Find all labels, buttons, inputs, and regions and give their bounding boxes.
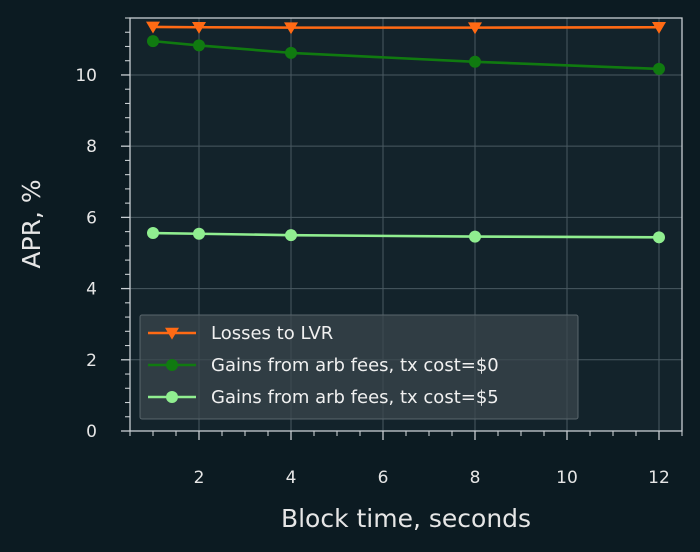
legend-entry-label: Gains from arb fees, tx cost=$0 bbox=[211, 355, 499, 376]
data-point bbox=[147, 35, 159, 48]
data-point bbox=[468, 22, 482, 35]
y-tick-label: 8 bbox=[86, 137, 97, 157]
x-tick-label: 4 bbox=[286, 468, 297, 488]
y-axis: 0 2 4 6 8 10 bbox=[75, 17, 130, 442]
y-tick-label: 2 bbox=[86, 351, 97, 371]
y-axis-title: APR, % bbox=[17, 179, 46, 268]
legend-swatch-marker bbox=[166, 359, 178, 371]
data-point bbox=[653, 231, 665, 244]
x-tick-label: 6 bbox=[378, 468, 389, 488]
x-tick-label: 10 bbox=[556, 468, 578, 488]
series-line-0 bbox=[152, 25, 660, 29]
data-point bbox=[469, 55, 481, 68]
data-point bbox=[192, 22, 206, 34]
data-point bbox=[469, 230, 481, 243]
data-point bbox=[193, 39, 205, 52]
data-point bbox=[146, 21, 160, 34]
series-group bbox=[146, 21, 666, 244]
y-tick-label: 4 bbox=[86, 280, 97, 300]
legend-entry-label: Losses to LVR bbox=[211, 323, 333, 344]
y-tick-label: 6 bbox=[86, 208, 97, 228]
data-point bbox=[193, 227, 205, 240]
x-tick-label: 12 bbox=[648, 468, 670, 488]
legend-entry-label: Gains from arb fees, tx cost=$5 bbox=[211, 387, 499, 408]
x-axis: 2 4 6 8 10 12 bbox=[129, 431, 683, 488]
y-tick-label: 10 bbox=[75, 66, 97, 86]
x-tick-label: 8 bbox=[470, 468, 481, 488]
legend-swatch-marker bbox=[165, 327, 179, 340]
data-point bbox=[652, 22, 666, 34]
data-point bbox=[285, 229, 297, 242]
x-axis-title: Block time, seconds bbox=[281, 504, 531, 533]
legend-box bbox=[139, 314, 579, 420]
data-point bbox=[285, 46, 297, 59]
y-tick-label: 0 bbox=[86, 422, 97, 442]
data-point bbox=[284, 22, 298, 35]
x-tick-label: 2 bbox=[194, 468, 205, 488]
legend-swatch-marker bbox=[166, 391, 178, 403]
data-point bbox=[653, 62, 665, 75]
data-point bbox=[147, 227, 159, 240]
legend: Losses to LVR Gains from arb fees, tx cos… bbox=[139, 314, 579, 420]
